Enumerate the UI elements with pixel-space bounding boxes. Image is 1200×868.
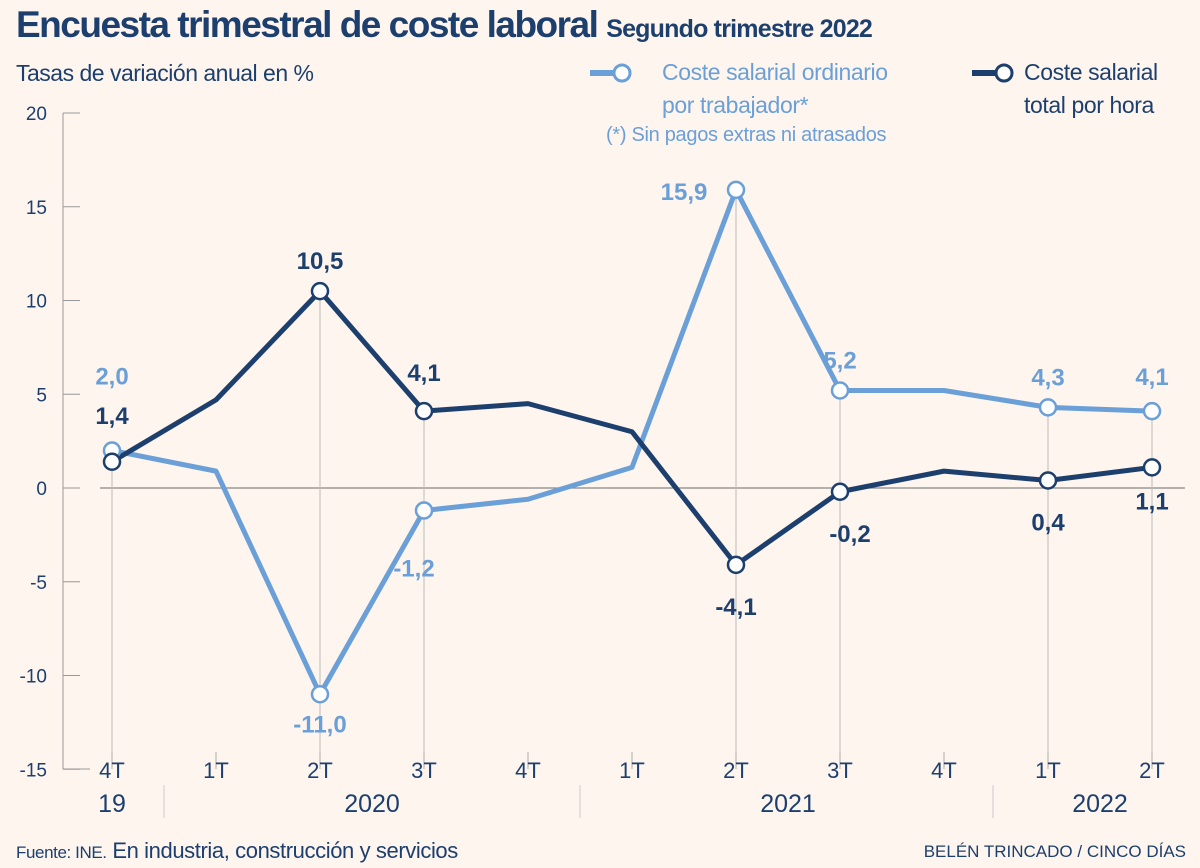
data-point bbox=[1142, 401, 1162, 421]
source-text: En industria, construcción y servicios bbox=[112, 838, 458, 863]
x-tick-label: 3T bbox=[827, 758, 853, 783]
y-tick-label: -10 bbox=[20, 667, 47, 688]
y-tick-label: 15 bbox=[26, 198, 47, 219]
data-point bbox=[1038, 471, 1058, 490]
series-line-total-hora bbox=[110, 288, 1153, 568]
chart-subtitle: Segundo trimestre 2022 bbox=[606, 15, 873, 43]
data-point bbox=[310, 685, 330, 704]
x-tick-label: 4T bbox=[99, 758, 125, 783]
data-label: 15,9 bbox=[661, 179, 708, 206]
data-label: 0,4 bbox=[1031, 510, 1065, 537]
data-point bbox=[414, 501, 434, 520]
data-label: 4,1 bbox=[1135, 364, 1168, 391]
data-label: 2,0 bbox=[95, 364, 128, 391]
data-label: 1,4 bbox=[95, 403, 129, 430]
y-axis-unit-label: Tasas de variación anual en % bbox=[16, 60, 314, 86]
legend-circle-marker bbox=[994, 63, 1014, 83]
x-tick-label: 4T bbox=[931, 758, 957, 783]
x-tick-label: 2T bbox=[307, 758, 333, 783]
legend-circle-marker bbox=[612, 63, 632, 83]
source-prefix: Fuente: INE. bbox=[16, 843, 107, 862]
data-label: 4,1 bbox=[407, 360, 440, 387]
x-tick-label: 1T bbox=[619, 758, 645, 783]
year-label: 2022 bbox=[1072, 790, 1128, 818]
data-label: -11,0 bbox=[293, 711, 346, 738]
y-tick-label: -5 bbox=[30, 573, 47, 594]
legend-text: por trabajador* bbox=[662, 92, 809, 118]
data-point bbox=[102, 452, 122, 471]
x-tick-label: 4T bbox=[515, 758, 541, 783]
credit: BELÉN TRINCADO / CINCO DÍAS bbox=[923, 842, 1186, 861]
year-label: 2020 bbox=[344, 790, 400, 818]
x-tick-label: 1T bbox=[1035, 758, 1061, 783]
data-label: 10,5 bbox=[297, 248, 344, 275]
y-tick-label: 0 bbox=[36, 479, 47, 500]
source: Fuente: INE. En industria, construcción … bbox=[16, 838, 458, 864]
data-point bbox=[726, 555, 746, 575]
y-tick-label: 10 bbox=[26, 292, 47, 313]
x-tick-label: 3T bbox=[411, 758, 437, 783]
data-point bbox=[1038, 398, 1058, 417]
data-point bbox=[310, 281, 330, 301]
y-tick-label: 5 bbox=[36, 385, 47, 406]
chart-title: Encuesta trimestral de coste laboral Seg… bbox=[16, 4, 873, 45]
x-tick-label: 2T bbox=[1139, 758, 1165, 783]
data-label: -4,1 bbox=[715, 594, 756, 621]
x-tick-label: 1T bbox=[203, 758, 229, 783]
data-label: -0,2 bbox=[829, 521, 870, 548]
legend-entry-ordinario: Coste salarial ordinario por trabajador* bbox=[662, 56, 888, 122]
y-tick-label: -15 bbox=[20, 760, 47, 781]
data-point bbox=[830, 381, 850, 400]
data-label: 4,3 bbox=[1031, 364, 1064, 391]
data-point bbox=[414, 401, 434, 421]
data-point bbox=[726, 180, 746, 200]
data-point bbox=[1142, 458, 1162, 477]
legend-entry-total-hora: Coste salarial total por hora bbox=[1024, 56, 1158, 122]
year-label: 19 bbox=[98, 790, 126, 818]
x-tick-label: 2T bbox=[723, 758, 749, 783]
footnote: (*) Sin pagos extras ni atrasados bbox=[606, 124, 887, 146]
data-label: -1,2 bbox=[393, 556, 434, 583]
data-point bbox=[830, 482, 850, 501]
y-tick-label: 20 bbox=[26, 104, 47, 125]
legend-text: Coste salarial ordinario bbox=[662, 59, 888, 85]
legend-text: Coste salarial bbox=[1024, 59, 1158, 85]
data-label: 1,1 bbox=[1135, 488, 1168, 515]
series-line-ordinario bbox=[111, 187, 1153, 697]
legend-text: total por hora bbox=[1024, 92, 1154, 118]
year-label: 2021 bbox=[760, 790, 816, 818]
data-label: 5,2 bbox=[823, 348, 856, 375]
